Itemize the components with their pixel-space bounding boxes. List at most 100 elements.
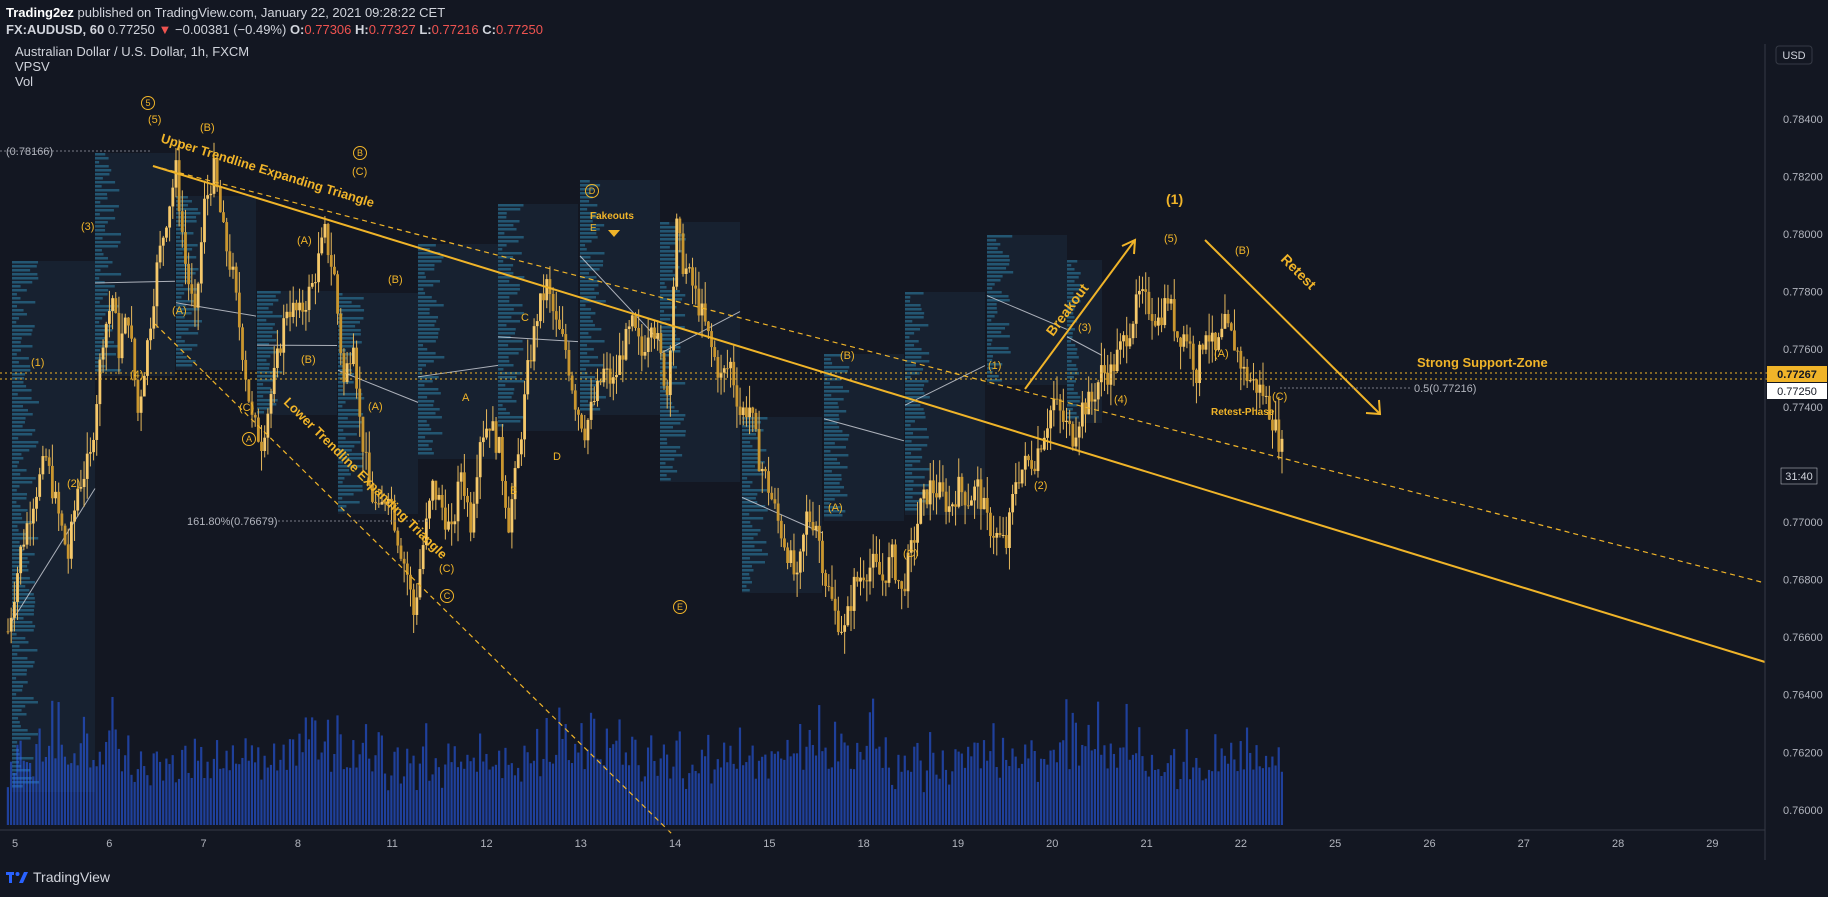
breakout-arrow[interactable] xyxy=(1024,239,1136,390)
volume-profile-row xyxy=(660,230,676,233)
volume-bar xyxy=(1261,768,1264,825)
volume-bar xyxy=(561,738,564,825)
volume-bar xyxy=(120,771,124,825)
volume-profile-row xyxy=(176,236,181,239)
open-value: 0.77306 xyxy=(304,22,352,37)
poc-line xyxy=(741,496,823,534)
volume-profile-row xyxy=(824,426,840,429)
candle-body xyxy=(510,499,514,533)
volume-bar xyxy=(485,753,488,825)
volume-profile-row xyxy=(987,343,992,346)
volume-profile-row xyxy=(660,318,671,321)
candle-body xyxy=(1049,410,1053,429)
strong-support-label[interactable]: Strong Support-Zone xyxy=(1417,355,1548,370)
volume-profile-row xyxy=(12,289,27,292)
volume-bar xyxy=(311,717,314,825)
author-name[interactable]: Trading2ez xyxy=(6,5,74,20)
volume-bar xyxy=(1112,753,1116,825)
candle-body xyxy=(1261,384,1265,397)
candle-body xyxy=(687,267,691,269)
volume-profile-row xyxy=(1067,344,1076,347)
time-tick-label: 6 xyxy=(106,838,112,850)
volume-profile-row xyxy=(660,262,677,265)
volume-profile-row xyxy=(580,204,598,207)
candle-body xyxy=(992,535,996,538)
candle-body xyxy=(1153,320,1157,326)
volume-profile-row xyxy=(660,422,681,425)
circled-wave-markers xyxy=(141,96,687,614)
volume-profile-row xyxy=(12,685,24,688)
volume-profile-row xyxy=(338,457,364,460)
price-tick-label: 0.77400 xyxy=(1783,402,1823,414)
volume-profile-row xyxy=(742,421,761,424)
candle-body xyxy=(66,544,70,559)
volume-bar xyxy=(320,752,323,825)
volume-profile-row xyxy=(418,304,444,307)
tradingview-logo[interactable]: TradingView xyxy=(6,869,110,885)
volume-bar xyxy=(621,764,624,825)
volume-profile-row xyxy=(12,285,21,288)
volume-bar xyxy=(472,757,475,825)
volume-bar xyxy=(1258,766,1261,825)
candle-body xyxy=(770,492,774,500)
price-chart[interactable]: (5) (B) (C) (3) (1) (4) (2) (A) (A) (B) … xyxy=(0,44,1828,860)
candle-body xyxy=(751,407,755,413)
volume-profile-row xyxy=(176,216,197,219)
upper-trendline[interactable] xyxy=(152,165,1766,663)
candle-body xyxy=(234,266,238,293)
volume-bar xyxy=(364,724,368,825)
volume-profile-row xyxy=(95,325,113,328)
volume-profile-row xyxy=(338,389,343,392)
volume-profile-row xyxy=(742,529,761,532)
volume-profile-row xyxy=(12,589,30,592)
volume-profile-row xyxy=(660,434,686,437)
volume-bar xyxy=(615,740,618,825)
volume-profile-row xyxy=(12,613,34,616)
candle-body xyxy=(41,456,45,475)
volume-profile-row xyxy=(12,717,19,720)
wave-label: (A) xyxy=(172,305,187,317)
volume-profile-row xyxy=(742,545,755,548)
price-axis[interactable]: 0.784000.782000.780000.778000.776000.774… xyxy=(1783,114,1823,817)
volume-bar xyxy=(675,740,678,825)
volume-profile-row xyxy=(987,367,994,370)
volume-profile-row xyxy=(12,445,37,448)
volume-bar xyxy=(361,742,364,825)
lower-trendline-dashed[interactable] xyxy=(154,323,673,835)
volume-profile-row xyxy=(257,363,270,366)
volume-bar xyxy=(871,698,875,825)
volume-bar xyxy=(380,735,383,825)
time-tick-label: 14 xyxy=(669,838,681,850)
candle-body xyxy=(843,625,847,632)
retest-arrow[interactable] xyxy=(1204,239,1381,415)
volume-profile-row xyxy=(905,304,921,307)
volume-bar xyxy=(54,758,57,825)
volume-bar xyxy=(92,759,95,825)
volume-bar xyxy=(95,766,98,825)
volume-profile-row xyxy=(660,278,679,281)
volume-profile-row xyxy=(742,469,764,472)
candle-body xyxy=(294,302,298,311)
volume-profile-row xyxy=(824,430,843,433)
candle-body xyxy=(868,567,872,582)
candle-body xyxy=(88,452,92,454)
upper-trendline-dashed[interactable] xyxy=(152,165,1766,584)
legend-indicator-vol[interactable]: Vol xyxy=(15,74,33,89)
volume-bar xyxy=(691,764,694,825)
candle-body xyxy=(738,406,742,416)
volume-profile-row xyxy=(257,407,270,410)
volume-profile-row xyxy=(660,254,675,257)
currency-badge[interactable] xyxy=(1775,45,1813,65)
volume-bar xyxy=(951,771,954,825)
poc-line xyxy=(904,365,986,406)
wave-label: C xyxy=(521,312,529,324)
volume-profile-row xyxy=(742,589,750,592)
volume-profile-row xyxy=(12,301,36,304)
volume-profile-row xyxy=(12,725,21,728)
time-axis[interactable]: 5 6 7 8 11 12 13 14 15 18 19 20 21 22 25 26 27 28 29 xyxy=(12,838,1719,850)
candle-body xyxy=(881,574,885,581)
volume-profile-row xyxy=(987,319,992,322)
legend-indicator-vpsv[interactable]: VPSV xyxy=(15,59,50,74)
candle-body xyxy=(989,512,992,536)
candle-body xyxy=(352,347,355,365)
